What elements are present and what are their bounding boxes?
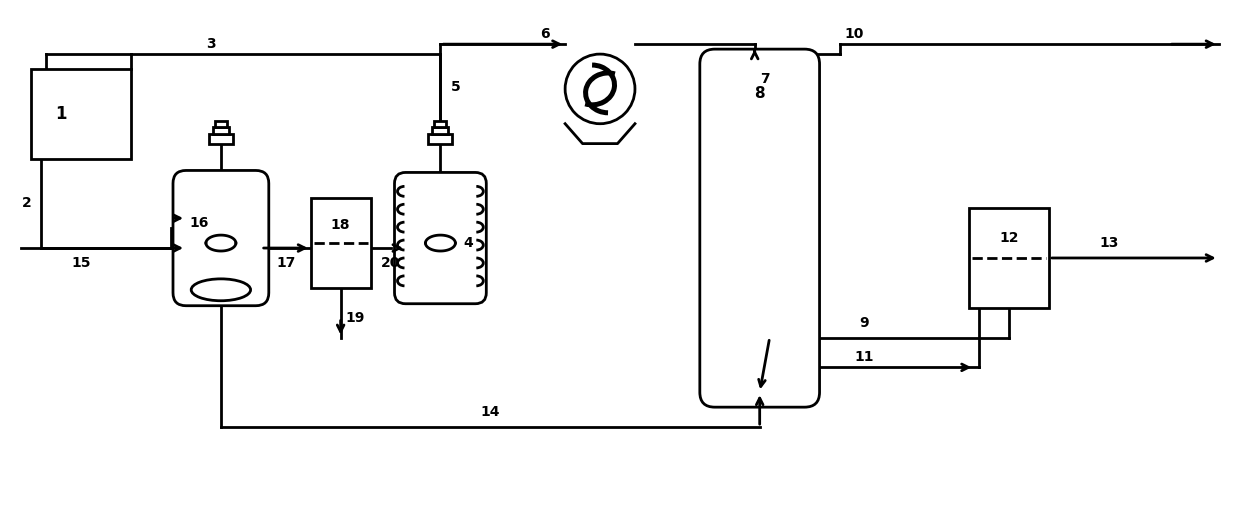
Bar <box>208 134 233 144</box>
Bar <box>970 208 1049 308</box>
Text: 7: 7 <box>760 72 770 86</box>
Bar <box>434 121 446 126</box>
FancyBboxPatch shape <box>394 172 486 304</box>
Text: 8: 8 <box>754 86 765 102</box>
FancyBboxPatch shape <box>699 49 820 407</box>
Text: 5: 5 <box>450 80 460 94</box>
Text: 4: 4 <box>464 236 474 250</box>
Text: 3: 3 <box>206 37 216 51</box>
Bar <box>215 121 227 126</box>
Text: 6: 6 <box>541 27 551 41</box>
Circle shape <box>565 54 635 124</box>
Text: 9: 9 <box>859 315 869 330</box>
Text: 11: 11 <box>854 351 874 364</box>
Text: 14: 14 <box>481 405 500 419</box>
Bar <box>311 198 371 288</box>
Text: 20: 20 <box>381 256 401 270</box>
Polygon shape <box>565 124 635 144</box>
Bar <box>213 126 229 134</box>
Text: 13: 13 <box>1099 236 1118 250</box>
Text: 17: 17 <box>277 256 295 270</box>
Text: 19: 19 <box>346 311 366 325</box>
Text: 2: 2 <box>21 196 31 210</box>
Text: 18: 18 <box>331 218 351 232</box>
Text: 10: 10 <box>844 27 864 41</box>
Bar <box>31 69 131 158</box>
Text: 15: 15 <box>72 256 91 270</box>
Text: 1: 1 <box>56 105 67 123</box>
Ellipse shape <box>191 279 250 301</box>
Bar <box>429 134 453 144</box>
Text: 12: 12 <box>999 231 1019 245</box>
Text: 16: 16 <box>190 216 208 230</box>
FancyBboxPatch shape <box>174 171 269 306</box>
Bar <box>433 126 449 134</box>
